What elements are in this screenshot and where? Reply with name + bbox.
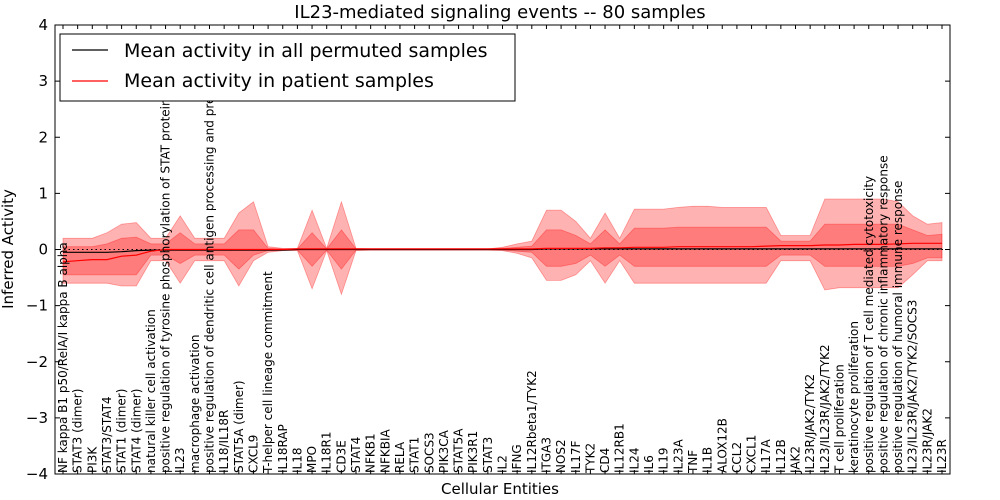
category-label: IL19 [657, 448, 671, 474]
category-label: IL23R [935, 439, 949, 473]
ticks-layer: −4 −3 −2 −1 0 1 2 3 4 [26, 16, 950, 483]
category-label: ALOX12B [715, 418, 729, 473]
category-label: ITGA3 [540, 437, 554, 473]
category-label: positive regulation of chronic inflammat… [876, 155, 890, 473]
category-label: IL1B [701, 447, 715, 473]
category-labels: NF kappa B1 p50/RelA/I kappa B alpha STAT… [56, 40, 949, 474]
category-label: IL18R1 [320, 432, 334, 473]
category-label: IL23/IL23R/JAK2/TYK2/SOCS3 [906, 300, 920, 473]
category-label: IL18/IL18R [217, 410, 231, 473]
category-label: PIK3CA [437, 429, 451, 473]
category-label: TYK2 [583, 443, 597, 474]
legend-label-patient: Mean activity in patient samples [124, 70, 434, 92]
y-tick-label: 0 [38, 241, 48, 259]
category-label: MPO [305, 446, 319, 473]
category-label: positive regulation of dendritic cell an… [203, 40, 217, 473]
category-label: IL18 [290, 448, 304, 474]
category-label: IL17A [759, 439, 773, 473]
y-tick-label: −4 [26, 465, 48, 483]
chart-title: IL23-mediated signaling events -- 80 sam… [294, 2, 705, 23]
category-label: IL23 [173, 448, 187, 474]
category-label: STAT5A [452, 428, 466, 473]
category-label: NOS2 [554, 439, 568, 473]
bands-layer [62, 198, 943, 296]
category-label: SOCS3 [422, 432, 436, 473]
category-label: STAT3 (dimer) [71, 389, 85, 473]
category-label: CCL2 [730, 442, 744, 473]
y-tick-label: 1 [38, 184, 48, 202]
y-tick-label: −3 [26, 409, 48, 427]
category-label: IL23R/JAK2 [920, 408, 934, 473]
category-label: STAT3/STAT4 [100, 396, 114, 473]
x-axis-label: Cellular Entities [441, 480, 559, 498]
lines-layer [55, 242, 950, 263]
category-label: STAT4 (dimer) [129, 389, 143, 473]
category-label: IL2 [496, 455, 510, 473]
y-axis-label: Inferred Activity [0, 189, 17, 309]
category-label: keratinocyte proliferation [847, 321, 861, 473]
category-label: NF kappa B1 p50/RelA/I kappa B alpha [56, 242, 70, 473]
category-label: T-helper cell lineage commitment [261, 271, 275, 474]
category-label: IL12Rbeta1/TYK2 [525, 370, 539, 473]
category-label: IL17F [569, 441, 583, 473]
legend-box [59, 33, 516, 102]
category-label: IL12RB1 [613, 423, 627, 473]
category-label: IL23/IL23R/JAK2/TYK2 [818, 344, 832, 473]
category-label: IL12B [774, 439, 788, 473]
category-label: IL6 [642, 455, 656, 473]
category-label: macrophage activation [188, 335, 202, 473]
line-patient [62, 242, 942, 263]
category-label: IL23A [671, 439, 685, 473]
category-label: positive regulation of tyrosine phosphor… [159, 98, 173, 473]
category-label: IL18RAP [276, 424, 290, 473]
category-label: positive regulation of humoral immune re… [891, 181, 905, 473]
category-label: IL24 [627, 448, 641, 474]
category-label: CXCL1 [745, 435, 759, 473]
category-label: STAT5A (dimer) [232, 380, 246, 473]
category-label: CD3E [334, 440, 348, 473]
category-label: natural killer cell activation [144, 309, 158, 473]
category-label: CD4 [598, 448, 612, 473]
y-tick-label: 2 [38, 128, 48, 146]
category-label: CXCL9 [247, 435, 261, 473]
legend-label-permuted: Mean activity in all permuted samples [124, 40, 487, 62]
y-tick-label: 3 [38, 72, 48, 90]
y-tick-label: 4 [38, 16, 48, 34]
category-label: IL23R/JAK2/TYK2 [803, 374, 817, 473]
category-label: IFNG [510, 444, 524, 473]
legend: Mean activity in all permuted samples Me… [59, 33, 516, 102]
category-label: STAT1 (dimer) [115, 389, 129, 473]
category-label: PIK3R1 [466, 431, 480, 473]
category-label: NFKB1 [364, 433, 378, 473]
category-label: positive regulation of T cell mediated c… [862, 176, 876, 473]
category-label: JAK2 [789, 446, 803, 474]
category-label: RELA [393, 441, 407, 473]
category-label: NFKBIA [378, 428, 392, 473]
category-label: TNF [686, 450, 700, 474]
category-label: PI3K [85, 446, 99, 473]
category-label: T cell proliferation [833, 364, 847, 474]
category-label: STAT3 [481, 437, 495, 473]
category-label: STAT4 [349, 437, 363, 473]
y-tick-label: −2 [26, 353, 48, 371]
y-tick-label: −1 [26, 297, 48, 315]
category-label: STAT1 [408, 437, 422, 473]
